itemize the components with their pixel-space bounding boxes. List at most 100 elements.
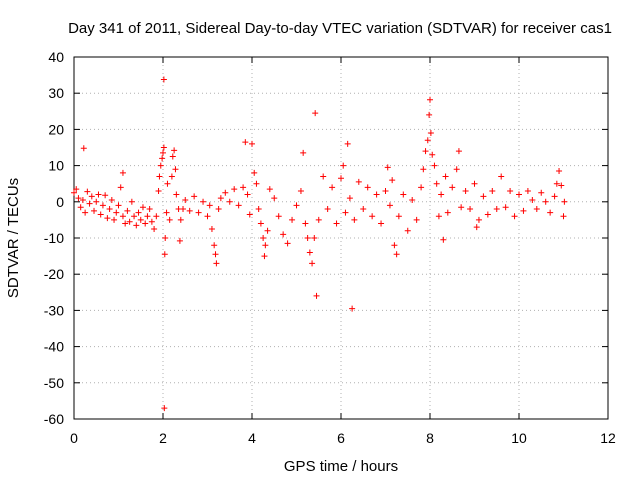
data-point (529, 196, 536, 203)
x-tick-label: 10 (511, 430, 527, 446)
data-point (135, 209, 142, 216)
data-point (173, 191, 180, 198)
data-point (489, 187, 496, 194)
data-point (551, 193, 558, 200)
data-point (444, 209, 451, 216)
y-tick-label: 20 (48, 121, 64, 137)
data-point (433, 180, 440, 187)
data-point (108, 196, 115, 203)
data-point (484, 211, 491, 218)
data-point (360, 206, 367, 213)
data-point (206, 202, 213, 209)
data-point (166, 216, 173, 223)
data-point (115, 202, 122, 209)
x-tick-label: 2 (159, 430, 167, 446)
data-point (342, 209, 349, 216)
data-point (471, 180, 478, 187)
data-point (88, 193, 95, 200)
data-point (172, 166, 179, 173)
data-point (86, 200, 93, 207)
data-point (449, 184, 456, 191)
data-point (473, 224, 480, 231)
data-point (553, 180, 560, 187)
data-point (171, 147, 178, 154)
data-point (160, 144, 167, 151)
data-point (340, 162, 347, 169)
data-point (168, 173, 175, 180)
data-point (422, 148, 429, 155)
data-point (440, 236, 447, 243)
data-point (146, 206, 153, 213)
data-point (378, 220, 385, 227)
data-point (309, 260, 316, 267)
data-point (404, 227, 411, 234)
data-point (204, 213, 211, 220)
data-point (253, 180, 260, 187)
data-point (480, 193, 487, 200)
data-point (131, 213, 138, 220)
data-point (111, 216, 118, 223)
data-point (333, 220, 340, 227)
data-point (155, 187, 162, 194)
data-point (251, 169, 258, 176)
data-point (255, 206, 262, 213)
data-point (244, 191, 251, 198)
data-point (257, 220, 264, 227)
data-point (186, 207, 193, 214)
axis-ticks (73, 56, 609, 420)
data-point (163, 209, 170, 216)
x-tick-label: 0 (70, 430, 78, 446)
data-point (538, 189, 545, 196)
data-point (293, 202, 300, 209)
data-point (128, 198, 135, 205)
data-point (222, 189, 229, 196)
y-tick-label: 40 (48, 49, 64, 65)
data-point (157, 162, 164, 169)
data-point (211, 242, 218, 249)
data-point (137, 216, 144, 223)
y-tick-label: 10 (48, 158, 64, 174)
data-point (442, 173, 449, 180)
data-point (313, 292, 320, 299)
x-tick-label: 8 (426, 430, 434, 446)
data-point (79, 196, 86, 203)
data-point (217, 195, 224, 202)
data-point (475, 216, 482, 223)
data-point (260, 235, 267, 241)
data-point (71, 189, 77, 196)
data-point (533, 206, 540, 213)
data-point (156, 173, 163, 180)
data-point (346, 195, 353, 202)
data-point (97, 211, 104, 218)
data-point (133, 222, 140, 229)
data-point (73, 186, 80, 193)
data-point (271, 195, 278, 202)
y-tick-label: -60 (44, 411, 64, 427)
data-point (159, 155, 166, 162)
data-points (71, 76, 568, 412)
data-point (424, 137, 431, 144)
data-point (200, 198, 207, 205)
data-point (182, 196, 189, 203)
data-point (95, 191, 102, 198)
data-point (119, 169, 126, 176)
data-point (284, 240, 291, 247)
data-point (516, 191, 522, 198)
data-point (389, 177, 396, 184)
data-point (231, 186, 238, 193)
data-point (507, 187, 514, 194)
data-point (124, 207, 131, 214)
x-tick-label: 6 (337, 430, 345, 446)
data-point (413, 216, 420, 223)
data-point (315, 216, 322, 223)
data-point (558, 182, 565, 189)
data-point (144, 213, 151, 220)
data-point (180, 206, 187, 213)
data-point (119, 213, 126, 220)
data-point (453, 166, 460, 173)
data-point (106, 206, 113, 213)
data-point (369, 213, 376, 220)
data-point (249, 140, 255, 147)
data-point (77, 204, 84, 211)
data-point (208, 225, 215, 232)
